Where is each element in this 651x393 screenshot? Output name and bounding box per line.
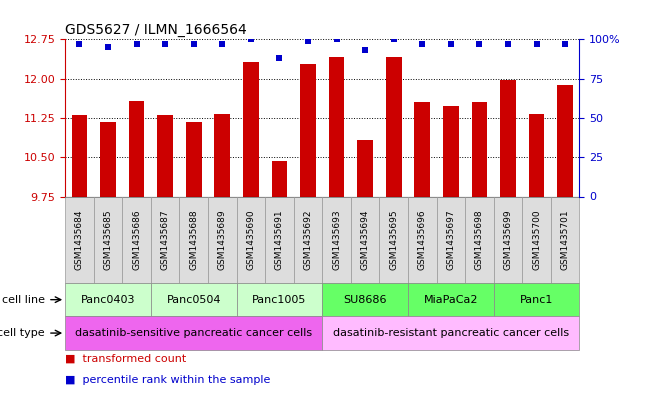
Point [103,44,113,50]
Bar [493,196,522,283]
Bar [294,196,322,283]
Point [160,41,171,47]
Point [217,41,227,47]
Text: ■  percentile rank within the sample: ■ percentile rank within the sample [65,375,270,385]
Point [331,36,342,42]
Text: GSM1435692: GSM1435692 [303,209,312,270]
Point [274,55,284,61]
Bar [243,62,258,196]
Bar [122,196,151,283]
Text: Panc1005: Panc1005 [252,295,307,305]
Bar [94,196,122,283]
Text: GSM1435693: GSM1435693 [332,209,341,270]
Bar [351,196,380,283]
Point [189,41,199,47]
Bar [386,57,402,196]
Text: GDS5627 / ILMN_1666564: GDS5627 / ILMN_1666564 [65,23,247,37]
Bar [357,140,373,196]
Bar [151,196,180,283]
Bar [551,196,579,283]
Bar [322,316,579,350]
Bar [129,101,145,196]
Point [360,47,370,53]
Bar [72,115,87,196]
Bar [322,283,408,316]
Text: cell type: cell type [0,328,45,338]
Bar [265,196,294,283]
Text: GSM1435689: GSM1435689 [217,209,227,270]
Text: Panc1: Panc1 [520,295,553,305]
Point [445,41,456,47]
Text: GSM1435700: GSM1435700 [532,209,541,270]
Bar [408,196,437,283]
Text: GSM1435694: GSM1435694 [361,209,370,270]
Point [503,41,513,47]
Text: GSM1435687: GSM1435687 [161,209,170,270]
Bar [443,106,459,196]
Text: GSM1435688: GSM1435688 [189,209,198,270]
Point [245,36,256,42]
Text: ■  transformed count: ■ transformed count [65,354,186,364]
Bar [522,196,551,283]
Bar [300,64,316,196]
Bar [471,102,487,196]
Bar [65,283,151,316]
Text: GSM1435691: GSM1435691 [275,209,284,270]
Bar [465,196,493,283]
Bar [208,196,236,283]
Bar [186,121,202,196]
Point [389,36,399,42]
Point [303,38,313,44]
Point [132,41,142,47]
Text: Panc0504: Panc0504 [167,295,221,305]
Text: dasatinib-sensitive pancreatic cancer cells: dasatinib-sensitive pancreatic cancer ce… [75,328,312,338]
Point [74,41,85,47]
Bar [180,196,208,283]
Bar [100,121,116,196]
Text: GSM1435697: GSM1435697 [447,209,455,270]
Text: GSM1435686: GSM1435686 [132,209,141,270]
Bar [271,162,287,196]
Point [560,41,570,47]
Text: GSM1435696: GSM1435696 [418,209,427,270]
Text: GSM1435701: GSM1435701 [561,209,570,270]
Bar [151,283,236,316]
Text: GSM1435684: GSM1435684 [75,209,84,270]
Text: GSM1435690: GSM1435690 [246,209,255,270]
Text: GSM1435695: GSM1435695 [389,209,398,270]
Bar [214,114,230,196]
Text: SU8686: SU8686 [343,295,387,305]
Bar [437,196,465,283]
Point [531,41,542,47]
Bar [329,57,344,196]
Bar [500,80,516,196]
Text: GSM1435685: GSM1435685 [104,209,113,270]
Text: GSM1435698: GSM1435698 [475,209,484,270]
Bar [158,115,173,196]
Bar [380,196,408,283]
Bar [65,196,94,283]
Text: GSM1435699: GSM1435699 [503,209,512,270]
Bar [322,196,351,283]
Bar [557,85,573,196]
Bar [65,316,322,350]
Text: cell line: cell line [2,295,45,305]
Bar [415,102,430,196]
Text: dasatinib-resistant pancreatic cancer cells: dasatinib-resistant pancreatic cancer ce… [333,328,569,338]
Text: MiaPaCa2: MiaPaCa2 [424,295,478,305]
Point [417,41,428,47]
Bar [493,283,579,316]
Bar [529,114,544,196]
Bar [236,283,322,316]
Point [474,41,484,47]
Text: Panc0403: Panc0403 [81,295,135,305]
Bar [236,196,265,283]
Bar [408,283,493,316]
